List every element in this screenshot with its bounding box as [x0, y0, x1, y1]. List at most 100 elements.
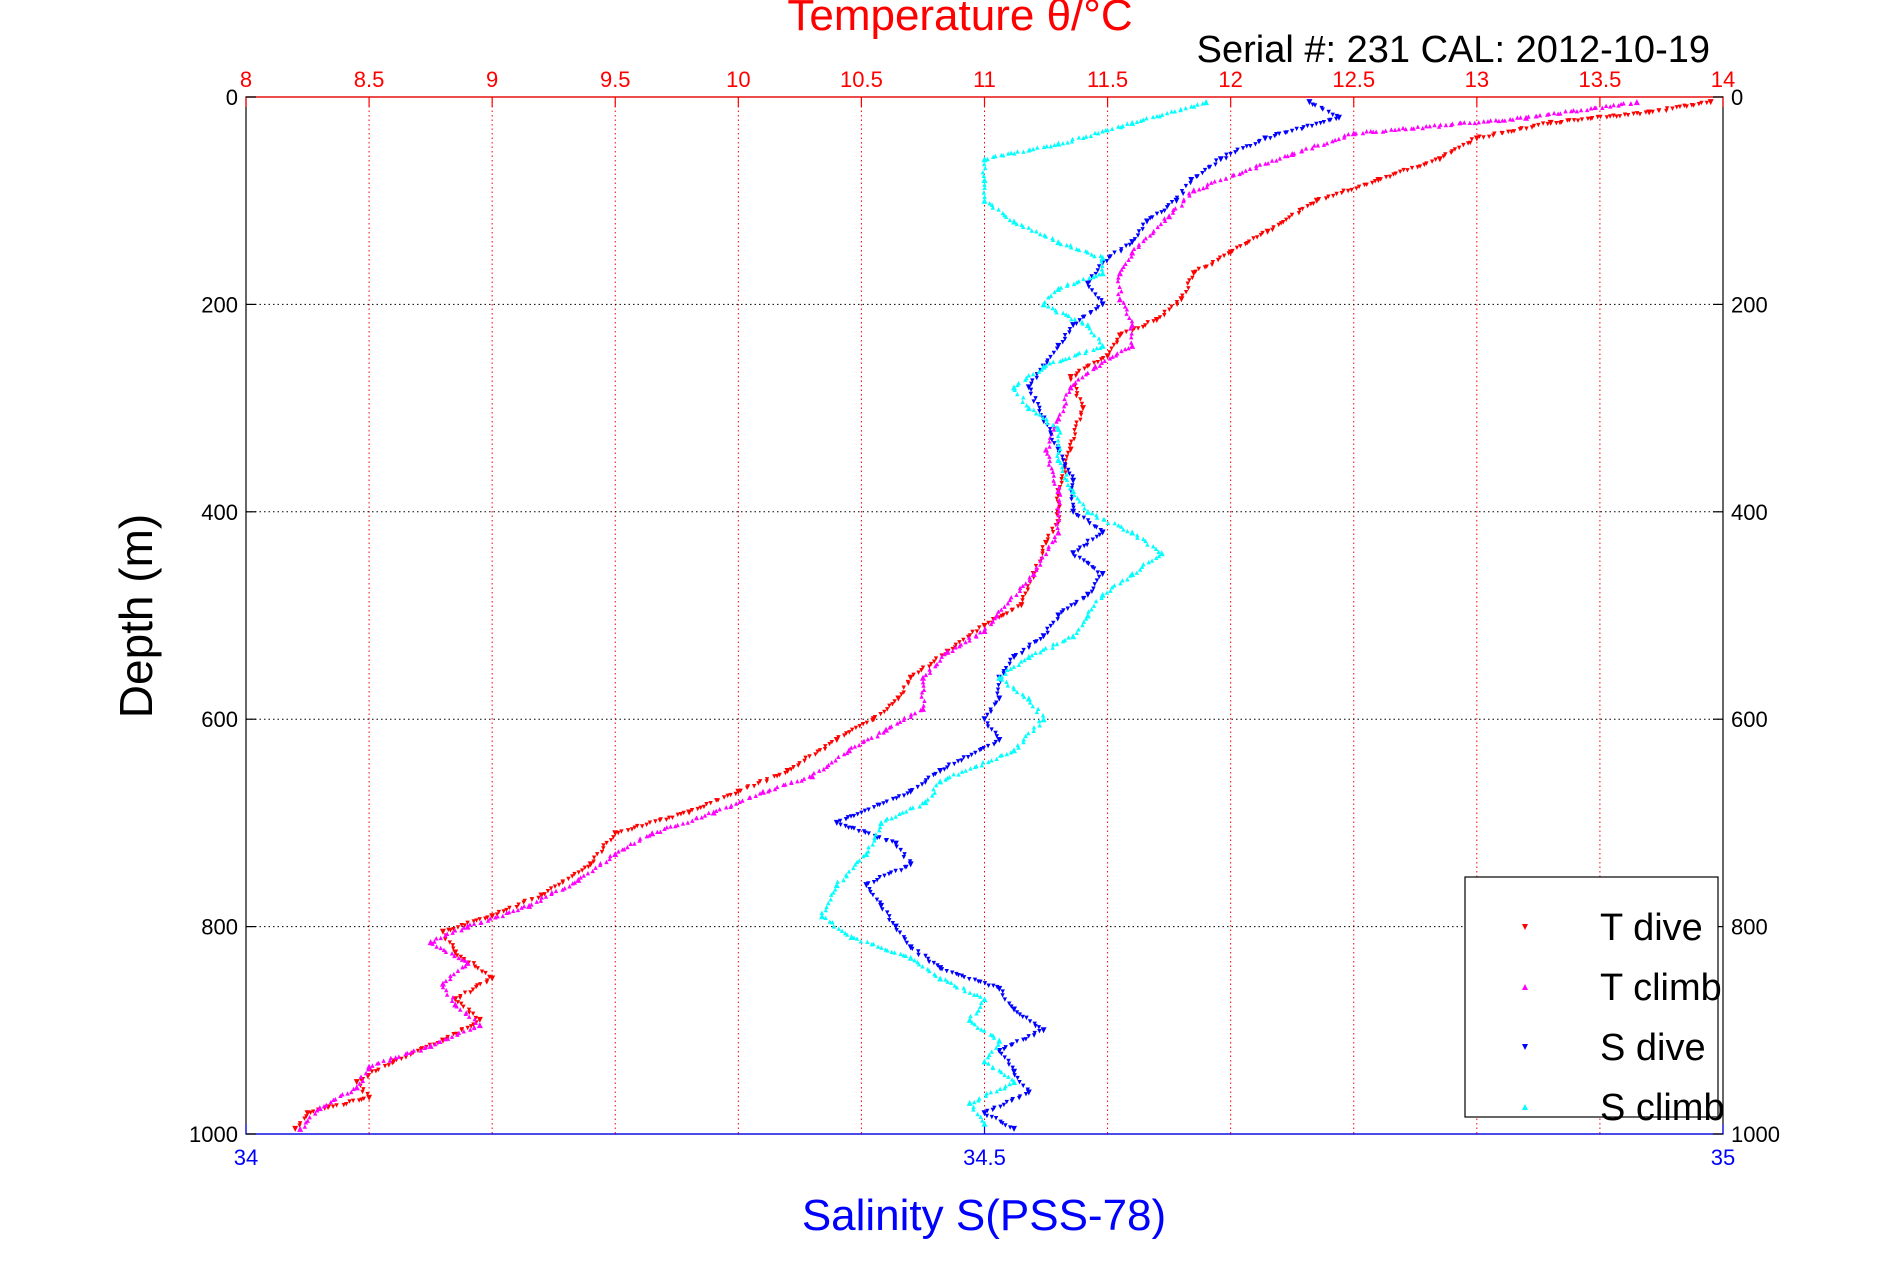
data-marker	[1237, 171, 1242, 177]
data-marker	[625, 844, 630, 850]
data-marker	[1055, 505, 1061, 510]
data-marker	[1037, 231, 1043, 237]
data-marker	[1091, 332, 1097, 338]
data-marker	[991, 1035, 997, 1040]
data-marker	[1299, 127, 1305, 132]
data-marker	[1085, 250, 1090, 255]
data-marker	[802, 758, 807, 764]
data-marker	[1289, 212, 1295, 218]
data-marker	[494, 912, 500, 917]
data-marker	[1243, 168, 1248, 173]
data-marker	[952, 761, 957, 767]
data-marker	[1303, 146, 1309, 151]
data-marker	[1047, 439, 1052, 444]
data-marker	[1051, 620, 1056, 626]
data-marker	[953, 642, 958, 648]
data-marker	[1055, 525, 1060, 531]
data-point	[883, 726, 890, 733]
data-marker	[443, 937, 448, 942]
data-marker	[1223, 156, 1229, 161]
data-marker	[1032, 1021, 1037, 1027]
data-marker	[1062, 475, 1068, 481]
data-marker	[1014, 221, 1019, 227]
data-marker	[483, 916, 488, 921]
data-marker	[903, 953, 908, 958]
data-marker	[1104, 590, 1110, 595]
data-marker	[387, 1058, 393, 1063]
data-marker	[438, 945, 443, 951]
data-marker	[1112, 583, 1117, 588]
data-marker	[919, 694, 924, 699]
data-marker	[543, 894, 549, 899]
data-marker	[1012, 387, 1017, 393]
data-point	[366, 1094, 373, 1101]
data-marker	[942, 651, 947, 657]
data-marker	[829, 760, 834, 765]
data-point	[937, 768, 944, 775]
data-point	[1070, 322, 1077, 329]
data-point	[937, 965, 944, 972]
data-marker	[1059, 610, 1064, 615]
data-marker	[1481, 119, 1486, 124]
data-point	[1173, 197, 1180, 204]
data-marker	[1143, 323, 1148, 328]
data-marker	[1088, 133, 1094, 139]
data-point	[452, 949, 459, 956]
data-marker	[853, 725, 859, 731]
data-marker	[1065, 450, 1071, 456]
data-marker	[1173, 206, 1178, 211]
data-marker	[950, 648, 955, 654]
data-marker	[1135, 535, 1140, 540]
data-marker	[536, 895, 541, 901]
data-marker	[1074, 371, 1080, 376]
data-marker	[549, 891, 554, 897]
legend-marker	[1522, 1104, 1528, 1110]
data-marker	[889, 816, 894, 821]
data-marker	[1125, 577, 1130, 582]
data-marker	[854, 859, 860, 865]
data-marker	[396, 1054, 402, 1059]
data-marker	[331, 1097, 336, 1102]
data-marker	[1089, 252, 1094, 257]
data-marker	[857, 858, 862, 863]
data-marker	[1128, 326, 1133, 331]
data-marker	[1372, 179, 1378, 184]
data-marker	[1674, 105, 1679, 110]
data-marker	[1158, 221, 1164, 227]
data-marker	[1030, 703, 1035, 709]
data-marker	[1034, 375, 1039, 381]
data-marker	[578, 875, 583, 880]
data-marker	[1050, 359, 1056, 364]
data-marker	[459, 1001, 464, 1007]
data-marker	[1114, 340, 1120, 345]
data-point	[366, 1063, 373, 1070]
data-marker	[324, 1102, 329, 1108]
data-marker	[1217, 255, 1223, 260]
data-marker	[843, 823, 848, 829]
data-point	[476, 1016, 483, 1023]
data-marker	[993, 1116, 999, 1121]
data-marker	[628, 841, 633, 846]
series-s-climb	[819, 99, 1210, 1127]
data-marker	[978, 1000, 984, 1005]
data-marker	[833, 887, 838, 892]
data-marker	[919, 668, 924, 673]
data-point	[1070, 633, 1077, 640]
data-marker	[591, 855, 597, 860]
data-marker	[969, 752, 974, 758]
data-marker	[713, 808, 719, 814]
data-marker	[1045, 537, 1051, 542]
data-marker	[972, 992, 977, 997]
data-marker	[943, 977, 948, 982]
data-marker	[902, 852, 907, 857]
data-marker	[1081, 135, 1086, 141]
data-point	[1055, 140, 1062, 147]
data-marker	[978, 1004, 983, 1009]
data-marker	[1135, 233, 1141, 238]
data-marker	[1015, 391, 1020, 397]
data-marker	[990, 1065, 996, 1071]
data-marker	[926, 775, 931, 781]
data-marker	[957, 640, 962, 645]
data-marker	[916, 670, 921, 675]
